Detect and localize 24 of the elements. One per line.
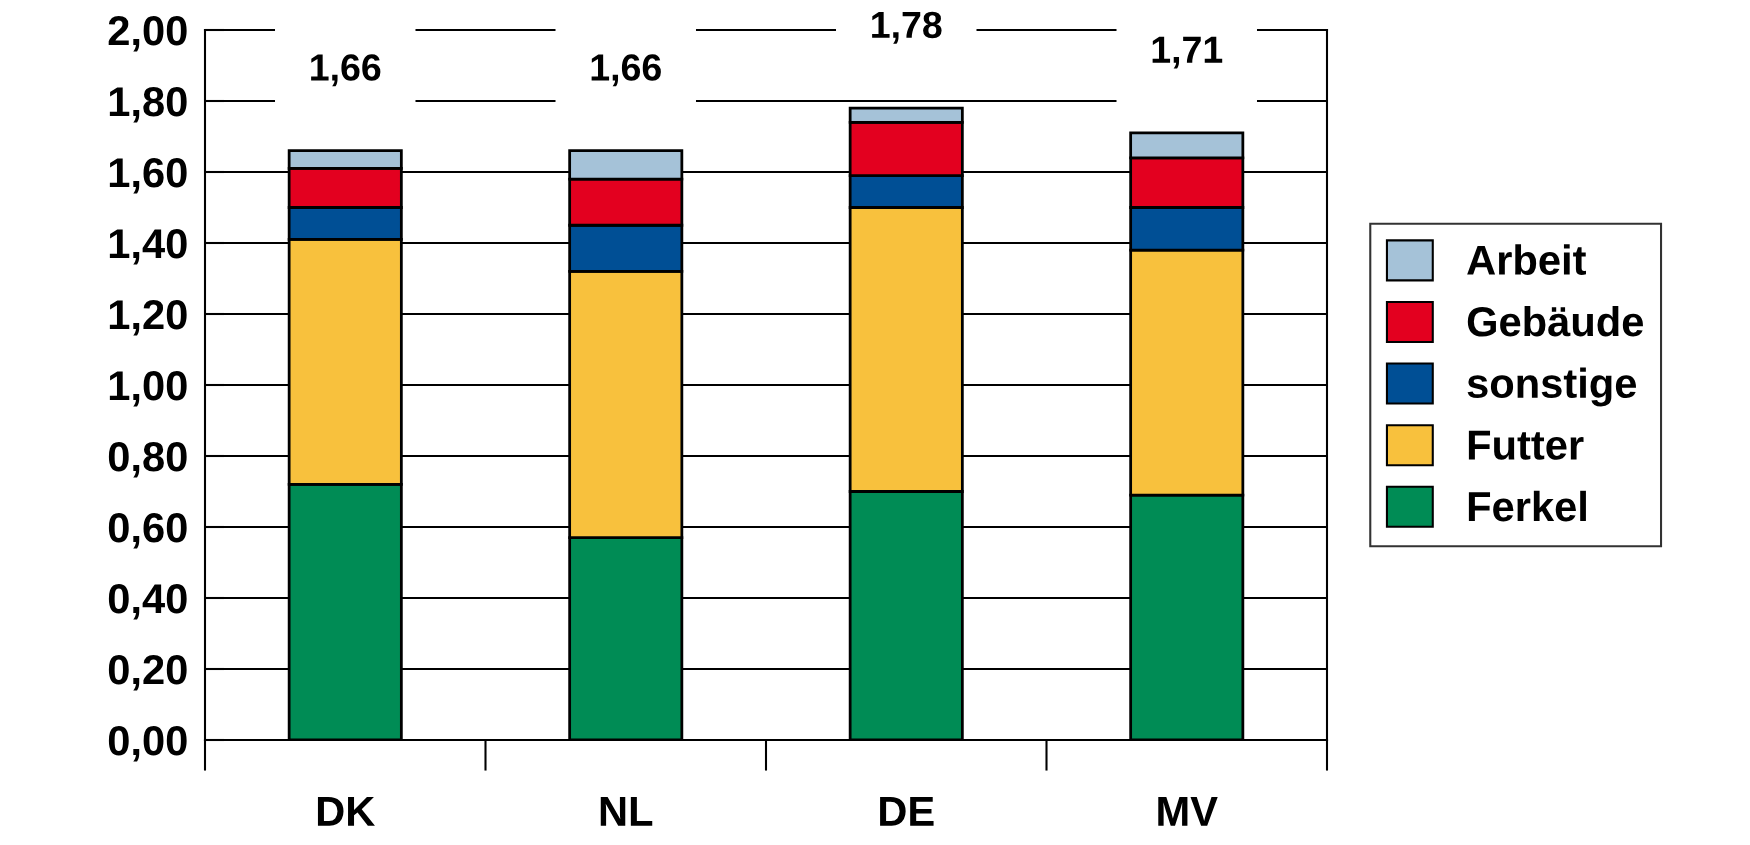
y-tick-label: 1,40 [109,229,187,265]
y-tick-label: 0,20 [108,655,187,691]
legend-label: Gebäude [1467,305,1643,337]
x-tick-label: DK [317,797,375,826]
y-tick-label: 2,00 [108,16,187,52]
legend-label: sonstige [1467,367,1637,407]
y-tick-label: 1,00 [109,371,187,407]
total-label: 1,71 [1152,36,1223,69]
total-label: 1,66 [591,54,661,87]
total-label: 1,78 [872,11,942,44]
x-tick-label: NL [600,797,653,826]
y-tick-label: 1,60 [109,158,187,194]
y-tick-label: 0,00 [108,726,187,762]
total-label: 1,66 [311,54,381,87]
y-tick-label: 1,80 [109,87,187,123]
y-tick-label: 0,40 [108,584,187,620]
y-tick-label: 0,60 [108,513,187,549]
y-tick-label: 0,80 [108,442,187,478]
x-tick-label: MV [1158,797,1218,826]
legend-label: Futter [1468,430,1584,460]
y-tick-label: 1,20 [109,300,187,336]
x-tick-label: DE [880,797,934,826]
legend-label: Arbeit [1467,244,1586,275]
legend-label: Ferkel [1468,490,1586,522]
